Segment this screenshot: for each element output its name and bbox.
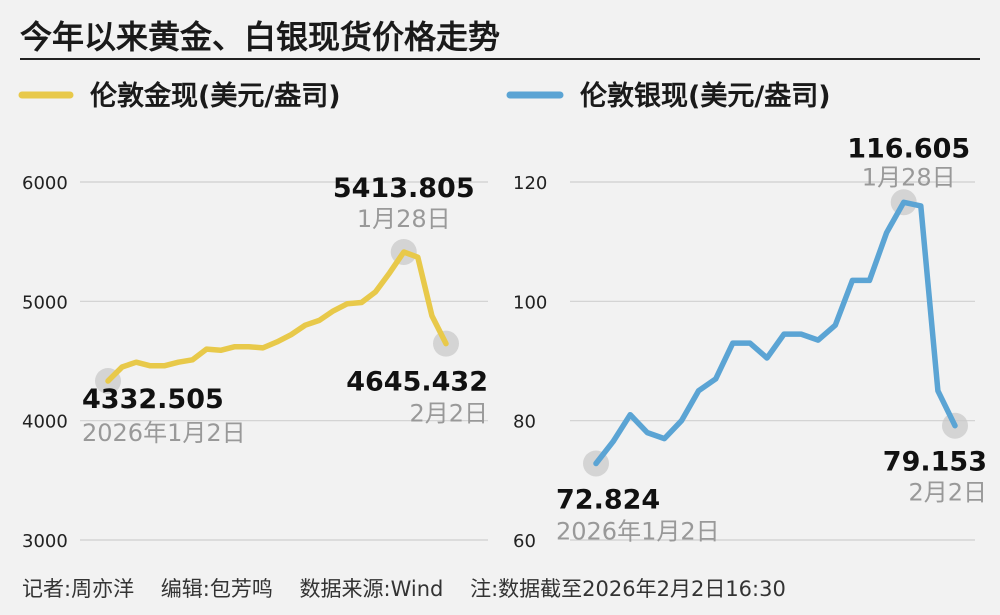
footer: 记者:周亦洋 编辑:包芳鸣 数据来源:Wind 注:数据截至2026年2月2日1… [22, 573, 806, 603]
footer-editor: 编辑:包芳鸣 [160, 577, 273, 601]
gold-y-tick-label: 6000 [22, 173, 68, 194]
gold-legend-label: 伦敦金现(美元/盎司) [90, 80, 341, 112]
silver-legend-label: 伦敦银现(美元/盎司) [580, 80, 831, 112]
gold-y-tick-label: 4000 [22, 412, 68, 433]
gold-annotation-date: 2月2日 [409, 400, 488, 428]
gold-series-line [105, 249, 449, 384]
silver-series-line [593, 199, 958, 467]
chart-title: 今年以来黄金、白银现货价格走势 [20, 18, 501, 56]
silver-annotation-date: 1月28日 [862, 163, 956, 191]
gold-y-tick-label: 3000 [22, 531, 68, 552]
silver-y-tick-label: 60 [513, 531, 536, 552]
gold-annotation-date: 1月28日 [357, 205, 451, 233]
gold-annotation-value: 5413.805 [333, 173, 475, 204]
charts-svg: 伦敦金现(美元/盎司) 3000 4000 5000 6000 4332.505 2026年… [18, 80, 987, 552]
silver-y-tick-label: 100 [513, 292, 547, 313]
gold-annotation-date: 2026年1月2日 [82, 419, 246, 447]
title-divider [20, 58, 980, 60]
gold-annotation-value: 4645.432 [346, 367, 488, 398]
silver-y-tick-label: 80 [513, 412, 536, 433]
silver-y-tick-label: 120 [513, 173, 547, 194]
silver-annotation-date: 2026年1月2日 [556, 517, 720, 545]
footer-reporter: 记者:周亦洋 [22, 577, 135, 601]
footer-note: 注:数据截至2026年2月2日16:30 [470, 577, 786, 601]
gold-y-tick-label: 5000 [22, 292, 68, 313]
gold-annotation-value: 4332.505 [82, 384, 224, 415]
gold-chart: 伦敦金现(美元/盎司) 3000 4000 5000 6000 4332.505 2026年… [18, 80, 488, 552]
footer-source: 数据来源:Wind [299, 577, 444, 601]
silver-annotation-value: 79.153 [883, 447, 987, 478]
silver-annotation-value: 116.605 [847, 133, 970, 164]
silver-annotation-value: 72.824 [556, 484, 660, 515]
silver-annotation-date: 2月2日 [908, 479, 987, 507]
